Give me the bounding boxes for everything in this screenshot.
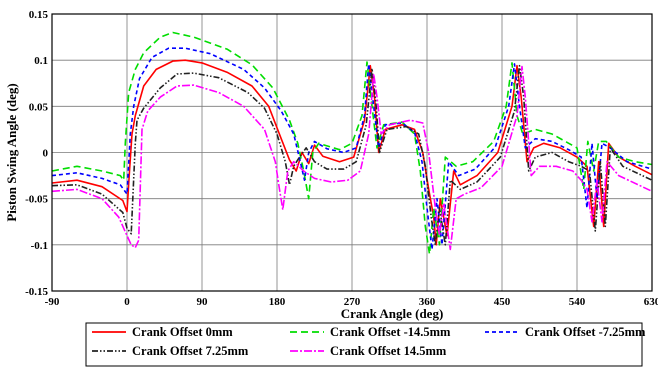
legend-label: Crank Offset 0mm: [132, 325, 233, 339]
y-tick-label: 0.1: [34, 55, 48, 67]
x-tick-label: 270: [344, 296, 361, 308]
x-tick-label: 630: [644, 296, 658, 308]
y-tick-label: 0.05: [29, 101, 49, 113]
series-line-4: [51, 65, 653, 251]
legend: Crank Offset 0mm Crank Offset -14.5mm Cran…: [85, 322, 646, 367]
y-tick-label: 0.15: [29, 9, 49, 21]
series-line-2: [51, 47, 653, 251]
legend-label: Crank Offset -14.5mm: [330, 325, 451, 339]
y-tick-label: -0.15: [25, 286, 48, 298]
y-tick-label: -0.05: [25, 194, 48, 206]
x-tick-label: 360: [419, 296, 436, 308]
x-tick-label: 450: [494, 296, 511, 308]
series-line-1: [51, 31, 653, 255]
x-tick-label: 90: [197, 296, 209, 308]
legend-label: Crank Offset 7.25mm: [132, 344, 249, 358]
y-axis-title: Piston Swing Angle (deg): [4, 83, 19, 221]
x-tick-label: 540: [569, 296, 586, 308]
x-tick-label: 0: [124, 296, 130, 308]
legend-box: [85, 322, 643, 367]
series-line-3: [51, 64, 653, 246]
y-tick-label: 0: [43, 148, 49, 160]
x-tick-label: -90: [45, 296, 60, 308]
legend-label: Crank Offset -7.25mm: [525, 325, 646, 339]
series-line-0: [51, 59, 653, 246]
x-tick-label: 180: [269, 296, 286, 308]
y-tick-label: -0.1: [31, 240, 48, 252]
tick-labels: -90 0 90 180 270 360 450 540 630 -0.15 -0.1 -0.05 0 0…: [25, 9, 658, 308]
series-lines: [51, 31, 653, 255]
plot-frame: [51, 13, 653, 292]
x-axis-title: Crank Angle (deg): [341, 306, 444, 321]
legend-label: Crank Offset 14.5mm: [330, 344, 447, 358]
